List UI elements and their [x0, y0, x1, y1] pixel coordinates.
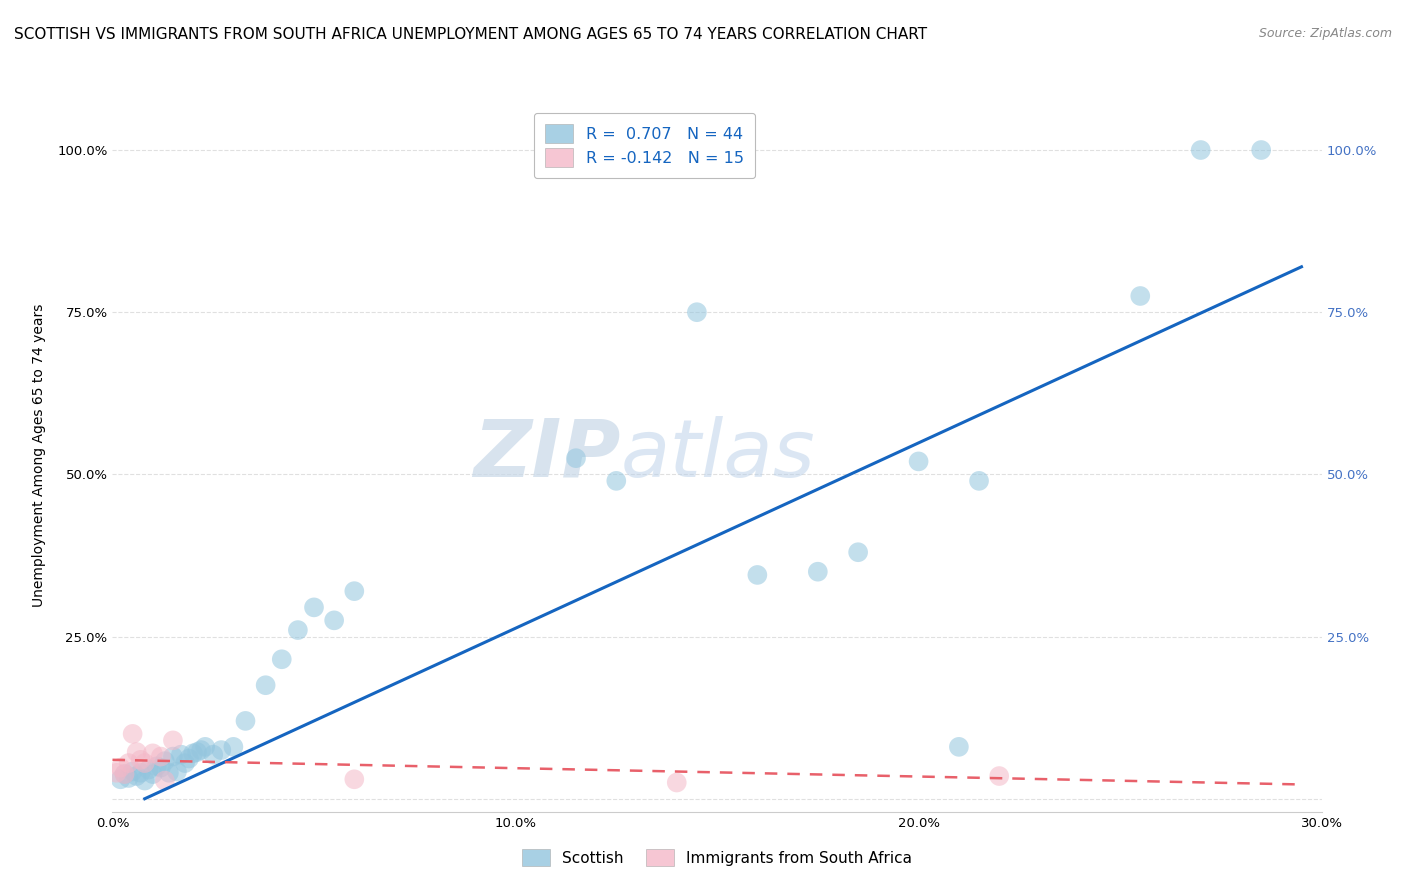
- Text: atlas: atlas: [620, 416, 815, 494]
- Point: [907, 454, 929, 468]
- Point: [149, 761, 172, 775]
- Point: [323, 613, 346, 627]
- Point: [181, 747, 204, 761]
- Point: [114, 767, 136, 781]
- Point: [129, 765, 152, 780]
- Point: [138, 763, 160, 777]
- Y-axis label: Unemployment Among Ages 65 to 74 years: Unemployment Among Ages 65 to 74 years: [32, 303, 46, 607]
- Point: [134, 773, 156, 788]
- Point: [186, 745, 208, 759]
- Point: [174, 756, 197, 770]
- Point: [209, 743, 232, 757]
- Point: [121, 764, 143, 779]
- Point: [110, 772, 132, 787]
- Point: [117, 756, 139, 770]
- Point: [967, 474, 990, 488]
- Point: [149, 749, 172, 764]
- Point: [142, 747, 165, 761]
- Point: [222, 739, 245, 754]
- Point: [1129, 289, 1152, 303]
- Point: [1250, 143, 1272, 157]
- Point: [686, 305, 709, 319]
- Point: [665, 775, 688, 789]
- Point: [270, 652, 292, 666]
- Point: [194, 739, 217, 754]
- Point: [125, 769, 148, 783]
- Point: [287, 623, 309, 637]
- Point: [110, 761, 132, 775]
- Point: [162, 749, 184, 764]
- Legend: Scottish, Immigrants from South Africa: Scottish, Immigrants from South Africa: [513, 839, 921, 875]
- Point: [114, 767, 136, 781]
- Point: [170, 747, 193, 762]
- Point: [302, 600, 325, 615]
- Point: [948, 739, 970, 754]
- Point: [129, 753, 152, 767]
- Point: [190, 743, 212, 757]
- Point: [1189, 143, 1212, 157]
- Point: [134, 756, 156, 770]
- Point: [177, 751, 200, 765]
- Point: [807, 565, 830, 579]
- Point: [605, 474, 627, 488]
- Point: [202, 747, 225, 762]
- Point: [162, 733, 184, 747]
- Point: [157, 765, 180, 780]
- Point: [142, 767, 165, 781]
- Point: [166, 764, 188, 779]
- Text: SCOTTISH VS IMMIGRANTS FROM SOUTH AFRICA UNEMPLOYMENT AMONG AGES 65 TO 74 YEARS : SCOTTISH VS IMMIGRANTS FROM SOUTH AFRICA…: [14, 27, 927, 42]
- Point: [846, 545, 869, 559]
- Point: [565, 451, 588, 466]
- Point: [146, 759, 169, 773]
- Point: [125, 745, 148, 759]
- Text: Source: ZipAtlas.com: Source: ZipAtlas.com: [1258, 27, 1392, 40]
- Point: [153, 754, 176, 768]
- Point: [105, 765, 128, 780]
- Point: [121, 727, 143, 741]
- Text: ZIP: ZIP: [472, 416, 620, 494]
- Point: [254, 678, 277, 692]
- Point: [747, 568, 769, 582]
- Point: [117, 771, 139, 785]
- Point: [343, 584, 366, 599]
- Point: [235, 714, 257, 728]
- Point: [988, 769, 1011, 783]
- Point: [343, 772, 366, 787]
- Point: [153, 773, 176, 788]
